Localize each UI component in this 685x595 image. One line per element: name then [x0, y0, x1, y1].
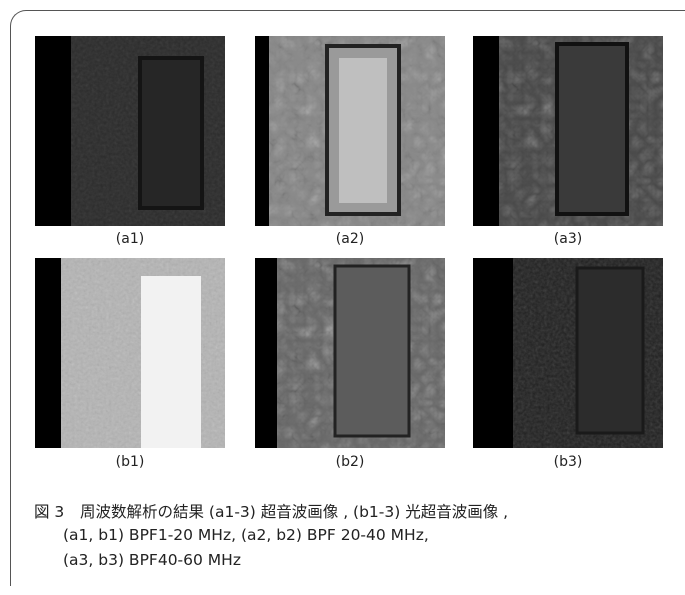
panel-image	[473, 36, 663, 226]
panel-image	[473, 258, 663, 448]
caption-line: (a1, b1) BPF1-20 MHz, (a2, b2) BPF 20-40…	[63, 526, 429, 544]
panel-label: (b2)	[255, 454, 445, 470]
panel-label: (a2)	[255, 231, 445, 247]
panel-label: (a1)	[35, 231, 225, 247]
panel-image	[255, 258, 445, 448]
panel-image	[35, 36, 225, 226]
panel-label: (b1)	[35, 454, 225, 470]
panel-label: (b3)	[473, 454, 663, 470]
panel-label: (a3)	[473, 231, 663, 247]
caption-line: (a3, b3) BPF40-60 MHz	[63, 551, 241, 569]
panel-image	[255, 36, 445, 226]
caption-number: 図 3	[34, 500, 64, 522]
caption-line: 周波数解析の結果 (a1-3) 超音波画像 , (b1-3) 光超音波画像 ,	[80, 500, 508, 522]
panel-image	[35, 258, 225, 448]
page: (a1) (a2) (a3) (b1) (b2) (b3) 図 3 周波数解析の…	[0, 0, 685, 595]
